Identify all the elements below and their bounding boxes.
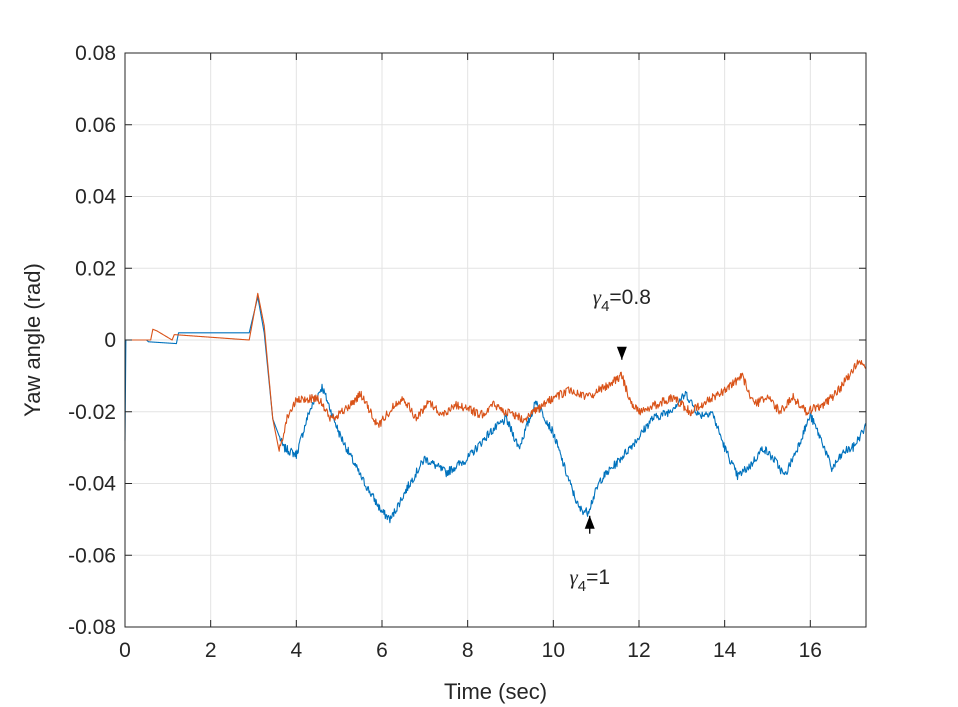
ticks: 0 2 4 6 8 10 12 14 16 0.08 0.06 0.04 0.02 0 -0.02 -0.04… [68, 42, 866, 662]
annotation-subscript: 4 [601, 298, 609, 315]
y-tick-label: -0.02 [68, 401, 116, 424]
annotation-arrow-head [616, 346, 627, 360]
annotation-label: γ4=0.8 [593, 285, 651, 315]
annotation-value: =1 [586, 566, 610, 589]
x-tick-label: 10 [542, 639, 565, 662]
y-tick-label: 0.02 [75, 257, 116, 280]
annotation-label: γ4=1 [569, 565, 610, 595]
annotation-symbol: γ [593, 285, 602, 309]
y-tick-label: -0.04 [68, 473, 116, 496]
x-tick-label: 2 [205, 639, 217, 662]
annotation-arrow-head [584, 515, 595, 529]
x-tick-label: 6 [376, 639, 388, 662]
x-tick-label: 8 [462, 639, 474, 662]
series-line-1 [124, 296, 867, 524]
annotation-subscript: 4 [578, 578, 586, 595]
x-tick-label: 14 [713, 639, 737, 662]
y-tick-label: 0.08 [75, 42, 116, 65]
series-layer [124, 292, 867, 524]
annotation-symbol: γ [569, 565, 578, 589]
y-tick-label: 0.06 [75, 114, 116, 137]
y-tick-label: 0.04 [75, 186, 116, 209]
x-tick-label: 12 [627, 639, 650, 662]
y-tick-label: -0.06 [68, 544, 116, 567]
series-line-2 [125, 292, 867, 452]
x-tick-label: 4 [290, 639, 302, 662]
x-axis-label: Time (sec) [444, 679, 547, 704]
y-axis-label: Yaw angle (rad) [20, 263, 45, 417]
y-tick-label: 0 [104, 329, 116, 352]
grid [124, 52, 866, 628]
x-tick-label: 16 [799, 639, 822, 662]
annotations: γ4=0.8γ4=1 [569, 285, 650, 595]
annotation-value: =0.8 [609, 286, 650, 309]
x-tick-label: 0 [119, 639, 131, 662]
y-tick-label: -0.08 [68, 616, 116, 639]
